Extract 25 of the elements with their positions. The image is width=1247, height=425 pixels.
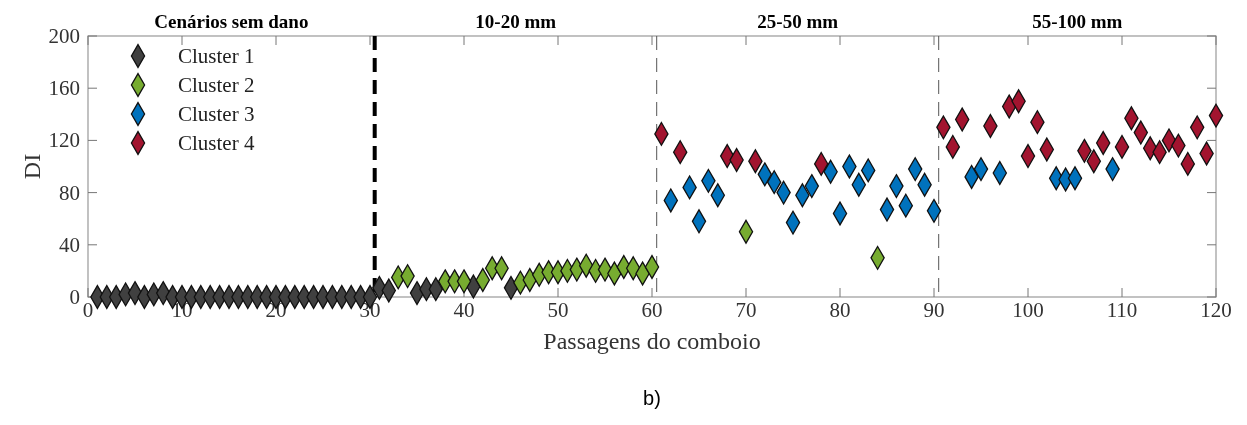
y-axis-title: DI [19, 153, 45, 180]
x-tick-label: 80 [829, 298, 851, 322]
text: 25-50 mm [757, 11, 839, 32]
legend-label: Cluster 3 [178, 102, 255, 126]
y-tick-label: 40 [59, 232, 80, 257]
x-tick-label: 100 [1012, 298, 1044, 322]
text: 10-20 mm [475, 11, 557, 32]
x-axis-title: Passagens do comboio [543, 328, 761, 354]
y-tick-label: 200 [48, 24, 80, 48]
x-tick-label: 120 [1200, 298, 1232, 322]
text: 55-100 mm [1032, 11, 1123, 32]
x-tick-label: 50 [547, 298, 569, 322]
legend-label: Cluster 2 [178, 73, 255, 97]
text: b) [643, 387, 661, 409]
text: Cenários sem dano [154, 11, 309, 32]
x-tick-label: 40 [453, 298, 475, 322]
x-tick-label: 70 [735, 298, 757, 322]
x-tick-label: 60 [641, 298, 663, 322]
y-tick-label: 160 [48, 76, 80, 101]
legend-label: Cluster 4 [178, 131, 255, 155]
x-tick-label: 90 [923, 298, 945, 322]
x-tick-label: 110 [1106, 298, 1138, 322]
y-tick-label: 80 [59, 180, 80, 205]
y-tick-label: 120 [48, 128, 80, 153]
legend-label: Cluster 1 [178, 44, 255, 68]
